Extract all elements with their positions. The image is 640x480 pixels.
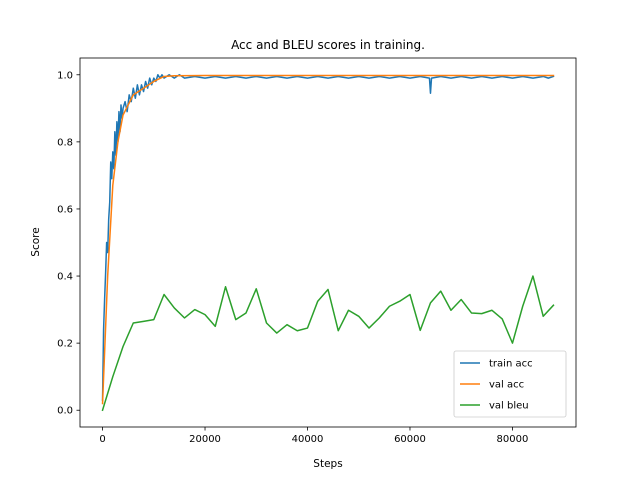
y-tick-label: 0.8	[57, 137, 73, 148]
legend: train acc val acc val bleu	[453, 350, 567, 418]
plot-frame	[79, 57, 577, 428]
x-tick-label: 40000	[292, 434, 324, 445]
x-tick-label: 80000	[497, 434, 529, 445]
y-tick-label: 0.4	[57, 272, 73, 283]
y-axis-label: Score	[30, 227, 42, 256]
series-line-val-acc	[101, 74, 555, 405]
series-group	[101, 74, 555, 412]
x-tick-label: 0	[99, 434, 105, 445]
y-tick-label: 0.0	[57, 406, 73, 417]
x-tick-label: 60000	[394, 434, 426, 445]
y-tick-label: 1.0	[57, 70, 73, 81]
legend-label-val-acc: val acc	[489, 380, 524, 391]
y-tick-label: 0.6	[57, 204, 73, 215]
plot-area: 0 20000 40000 60000 80000 0.0 0.2 0.4 0.6 0.8 1.0 t…	[57, 57, 577, 445]
x-tick-label: 20000	[189, 434, 221, 445]
chart-title: Acc and BLEU scores in training.	[231, 38, 425, 52]
x-axis-label: Steps	[313, 458, 342, 470]
legend-label-train-acc: train acc	[489, 359, 533, 370]
legend-box	[453, 350, 567, 418]
series-line-val-bleu	[101, 275, 555, 412]
legend-label-val-bleu: val bleu	[489, 401, 529, 412]
y-tick-label: 0.2	[57, 339, 73, 350]
